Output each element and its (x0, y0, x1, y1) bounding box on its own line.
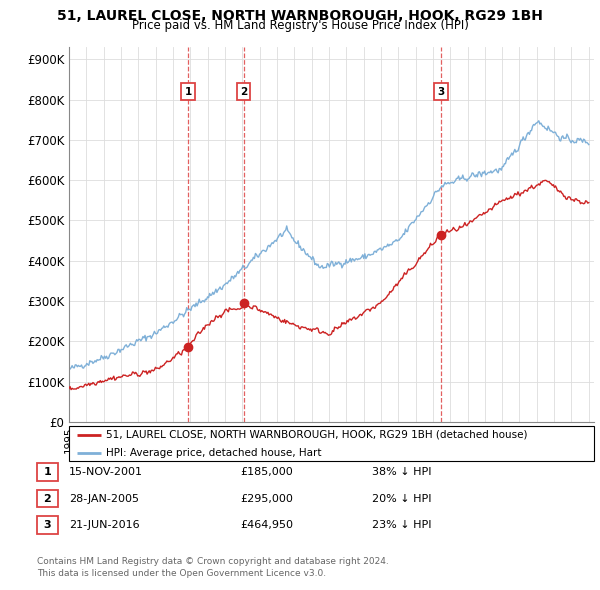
Text: 2: 2 (44, 494, 51, 503)
Text: 23% ↓ HPI: 23% ↓ HPI (372, 520, 431, 530)
Text: 51, LAUREL CLOSE, NORTH WARNBOROUGH, HOOK, RG29 1BH (detached house): 51, LAUREL CLOSE, NORTH WARNBOROUGH, HOO… (106, 430, 527, 440)
Text: This data is licensed under the Open Government Licence v3.0.: This data is licensed under the Open Gov… (37, 569, 326, 578)
Text: HPI: Average price, detached house, Hart: HPI: Average price, detached house, Hart (106, 448, 321, 457)
Text: 15-NOV-2001: 15-NOV-2001 (69, 467, 143, 477)
Text: £295,000: £295,000 (240, 494, 293, 503)
Text: 2: 2 (240, 87, 247, 97)
Text: £185,000: £185,000 (240, 467, 293, 477)
Text: Price paid vs. HM Land Registry's House Price Index (HPI): Price paid vs. HM Land Registry's House … (131, 19, 469, 32)
Text: 3: 3 (44, 520, 51, 530)
Text: £464,950: £464,950 (240, 520, 293, 530)
Text: 38% ↓ HPI: 38% ↓ HPI (372, 467, 431, 477)
Text: 1: 1 (44, 467, 51, 477)
Text: 1: 1 (185, 87, 192, 97)
Text: 20% ↓ HPI: 20% ↓ HPI (372, 494, 431, 503)
Text: Contains HM Land Registry data © Crown copyright and database right 2024.: Contains HM Land Registry data © Crown c… (37, 557, 389, 566)
Text: 3: 3 (437, 87, 445, 97)
Text: 51, LAUREL CLOSE, NORTH WARNBOROUGH, HOOK, RG29 1BH: 51, LAUREL CLOSE, NORTH WARNBOROUGH, HOO… (57, 9, 543, 23)
Text: 21-JUN-2016: 21-JUN-2016 (69, 520, 140, 530)
Text: 28-JAN-2005: 28-JAN-2005 (69, 494, 139, 503)
